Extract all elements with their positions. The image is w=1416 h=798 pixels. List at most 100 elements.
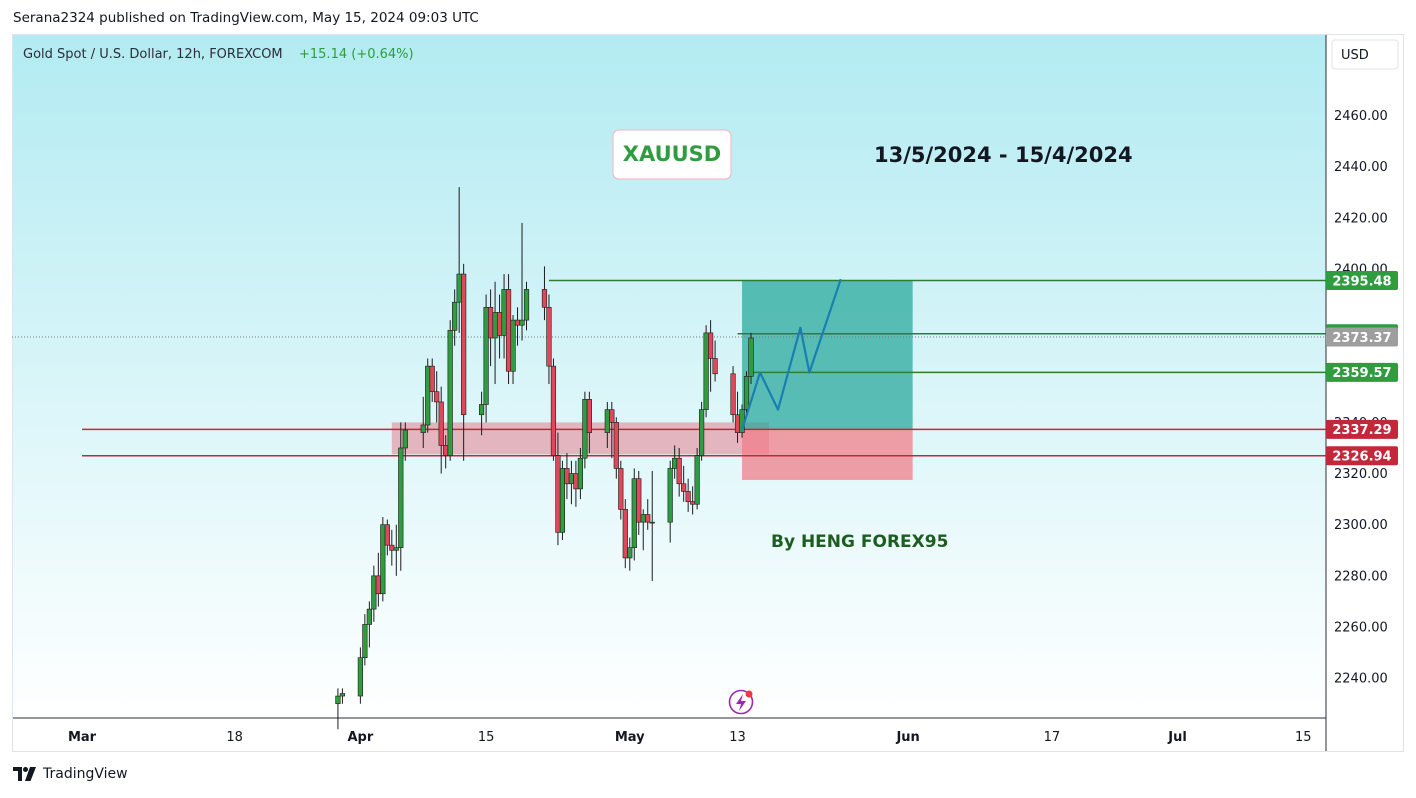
price-label[interactable]: 2395.48 xyxy=(1326,271,1398,291)
y-tick-label: 2300.00 xyxy=(1334,518,1388,533)
candle[interactable] xyxy=(739,404,745,438)
price-label[interactable]: 2373.37 xyxy=(1326,327,1398,347)
price-label-bg xyxy=(1326,327,1398,347)
price-axis-panel[interactable] xyxy=(1326,34,1404,752)
candle[interactable] xyxy=(420,396,426,448)
candle[interactable] xyxy=(402,422,408,461)
candle[interactable] xyxy=(618,460,624,520)
position-target-zone[interactable] xyxy=(742,280,913,430)
candle-body xyxy=(613,422,619,469)
candle[interactable] xyxy=(393,524,399,576)
price-chart[interactable]: 2240.002260.002280.002300.002320.002340.… xyxy=(12,34,1404,752)
x-tick-label: 13 xyxy=(729,730,746,745)
candle[interactable] xyxy=(425,358,431,433)
candle[interactable] xyxy=(645,499,651,530)
candle[interactable] xyxy=(609,401,615,459)
candle[interactable] xyxy=(366,601,372,648)
candle[interactable] xyxy=(438,386,444,474)
candle-body xyxy=(479,404,485,416)
candle[interactable] xyxy=(546,294,552,385)
candle[interactable] xyxy=(631,468,637,561)
candle[interactable] xyxy=(694,447,700,510)
chart-panel[interactable]: 2240.002260.002280.002300.002320.002340.… xyxy=(12,34,1404,752)
candle[interactable] xyxy=(429,358,435,402)
candle[interactable] xyxy=(622,499,628,569)
candle[interactable] xyxy=(335,688,341,730)
candle[interactable] xyxy=(636,470,642,535)
candle-body xyxy=(384,524,390,546)
candle-body xyxy=(438,401,444,446)
author-annotation[interactable]: By HENG FOREX95 xyxy=(771,532,948,552)
candle-body xyxy=(672,457,678,469)
candle[interactable] xyxy=(748,332,754,385)
price-label[interactable]: 2337.29 xyxy=(1326,419,1398,439)
symbol-name[interactable]: Gold Spot / U.S. Dollar, 12h, FOREXCOM xyxy=(23,47,283,62)
candle[interactable] xyxy=(577,447,583,500)
candle[interactable] xyxy=(380,517,386,602)
candle[interactable] xyxy=(339,688,346,704)
candle[interactable] xyxy=(743,371,750,415)
candle-body xyxy=(456,273,462,303)
candle-body xyxy=(425,365,431,426)
candle[interactable] xyxy=(398,422,404,571)
price-label[interactable]: 2326.94 xyxy=(1326,446,1398,466)
price-label-text: 2326.94 xyxy=(1332,450,1391,465)
candle-body xyxy=(393,547,399,551)
candle-body xyxy=(389,544,395,551)
price-label-bg xyxy=(1326,362,1398,382)
candle[interactable] xyxy=(447,320,453,461)
price-label[interactable]: 2359.57 xyxy=(1326,362,1398,382)
candle[interactable] xyxy=(676,447,682,497)
projection-path[interactable] xyxy=(740,278,842,431)
candle[interactable] xyxy=(712,340,718,382)
candle[interactable] xyxy=(550,358,557,461)
candle-body xyxy=(703,332,709,410)
candle-body xyxy=(694,455,700,505)
candle-body xyxy=(483,307,489,405)
x-tick-label: Mar xyxy=(68,730,97,745)
candle[interactable] xyxy=(461,263,467,461)
position-stop-zone[interactable] xyxy=(742,429,913,480)
lightning-event-icon[interactable] xyxy=(728,689,754,715)
candle[interactable] xyxy=(357,647,363,704)
ticker-callout[interactable] xyxy=(612,129,732,180)
currency-button[interactable] xyxy=(1331,39,1399,70)
candle[interactable] xyxy=(681,465,687,502)
candle[interactable] xyxy=(483,294,489,423)
candle[interactable] xyxy=(586,391,592,454)
candle[interactable] xyxy=(699,401,705,461)
candle[interactable] xyxy=(730,366,736,423)
candle[interactable] xyxy=(613,417,619,479)
candle-body xyxy=(357,657,363,697)
candle[interactable] xyxy=(582,391,588,469)
candle-body xyxy=(699,409,705,456)
candle[interactable] xyxy=(627,537,633,571)
candle[interactable] xyxy=(667,460,673,543)
candle[interactable] xyxy=(452,289,458,346)
candle[interactable] xyxy=(703,325,709,418)
y-tick-label: 2420.00 xyxy=(1334,211,1388,226)
date-range-annotation[interactable]: 13/5/2024 - 15/4/2024 xyxy=(874,143,1133,167)
time-axis-panel[interactable] xyxy=(12,718,1326,752)
candle-body xyxy=(371,575,377,610)
chart-outer-border xyxy=(12,34,1404,752)
candle[interactable] xyxy=(541,266,548,321)
candle[interactable] xyxy=(519,222,525,341)
candle[interactable] xyxy=(649,470,655,581)
candle[interactable] xyxy=(479,391,485,436)
candle[interactable] xyxy=(434,371,440,423)
candle[interactable] xyxy=(384,519,390,556)
candle-body xyxy=(748,337,754,377)
candle[interactable] xyxy=(362,614,368,666)
candle[interactable] xyxy=(707,320,714,392)
candle-body xyxy=(573,473,579,490)
candle[interactable] xyxy=(685,478,691,512)
publisher-line: Serana2324 published on TradingView.com,… xyxy=(13,10,479,26)
candle-body xyxy=(335,695,341,705)
candle[interactable] xyxy=(505,274,512,385)
candle-body xyxy=(541,289,548,308)
candle-body xyxy=(550,365,557,456)
candle[interactable] xyxy=(559,460,566,541)
candle[interactable] xyxy=(523,281,530,331)
candle[interactable] xyxy=(510,314,516,385)
